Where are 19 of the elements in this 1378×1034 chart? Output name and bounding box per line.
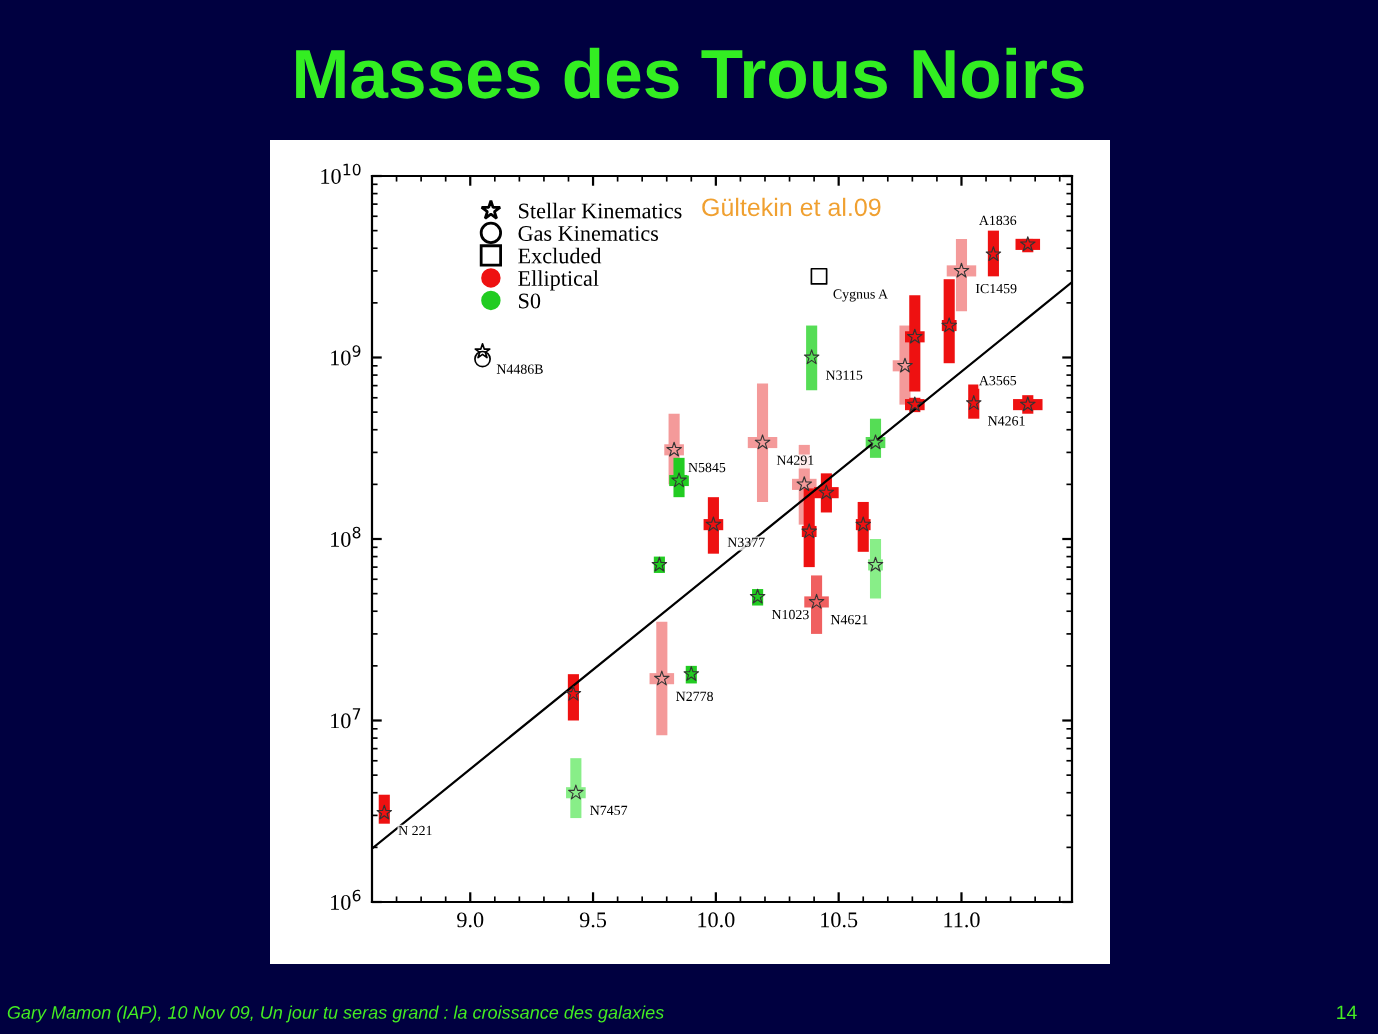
y-tick-label: 10$^{9}$ [331,345,361,366]
y-tick-label: 10$^{6}$ [331,889,361,910]
chart-title: Masses des Trous Noirs [296,47,1084,99]
x-tick-label: 10.5 [821,912,858,928]
annotation: Gültekin et al.09 [702,197,881,217]
y-tick-label: 10$^{8}$ [331,526,361,547]
y-tick-label: 10$^{7}$ [331,708,361,729]
legend-label: Elliptical [518,270,599,291]
x-tick-label: 11.0 [944,912,980,928]
text: Gary Mamon (IAP), 10 Nov 09, Un jour tu seras grand : la croissance des galaxies [7,1005,664,1023]
x-tick-label: 9.0 [457,912,484,928]
x-tick-label: 10.0 [698,912,735,928]
legend-label: Stellar Kinematics [519,202,682,219]
legend-label: S0 [519,293,541,309]
text: 14 [1337,1005,1357,1020]
legend-label: Excluded [518,247,602,264]
x-tick-label: 9.5 [579,912,607,928]
y-tick-label: 10$^{10}$ [321,163,361,184]
legend-label: Gas Kinematics [518,226,659,241]
